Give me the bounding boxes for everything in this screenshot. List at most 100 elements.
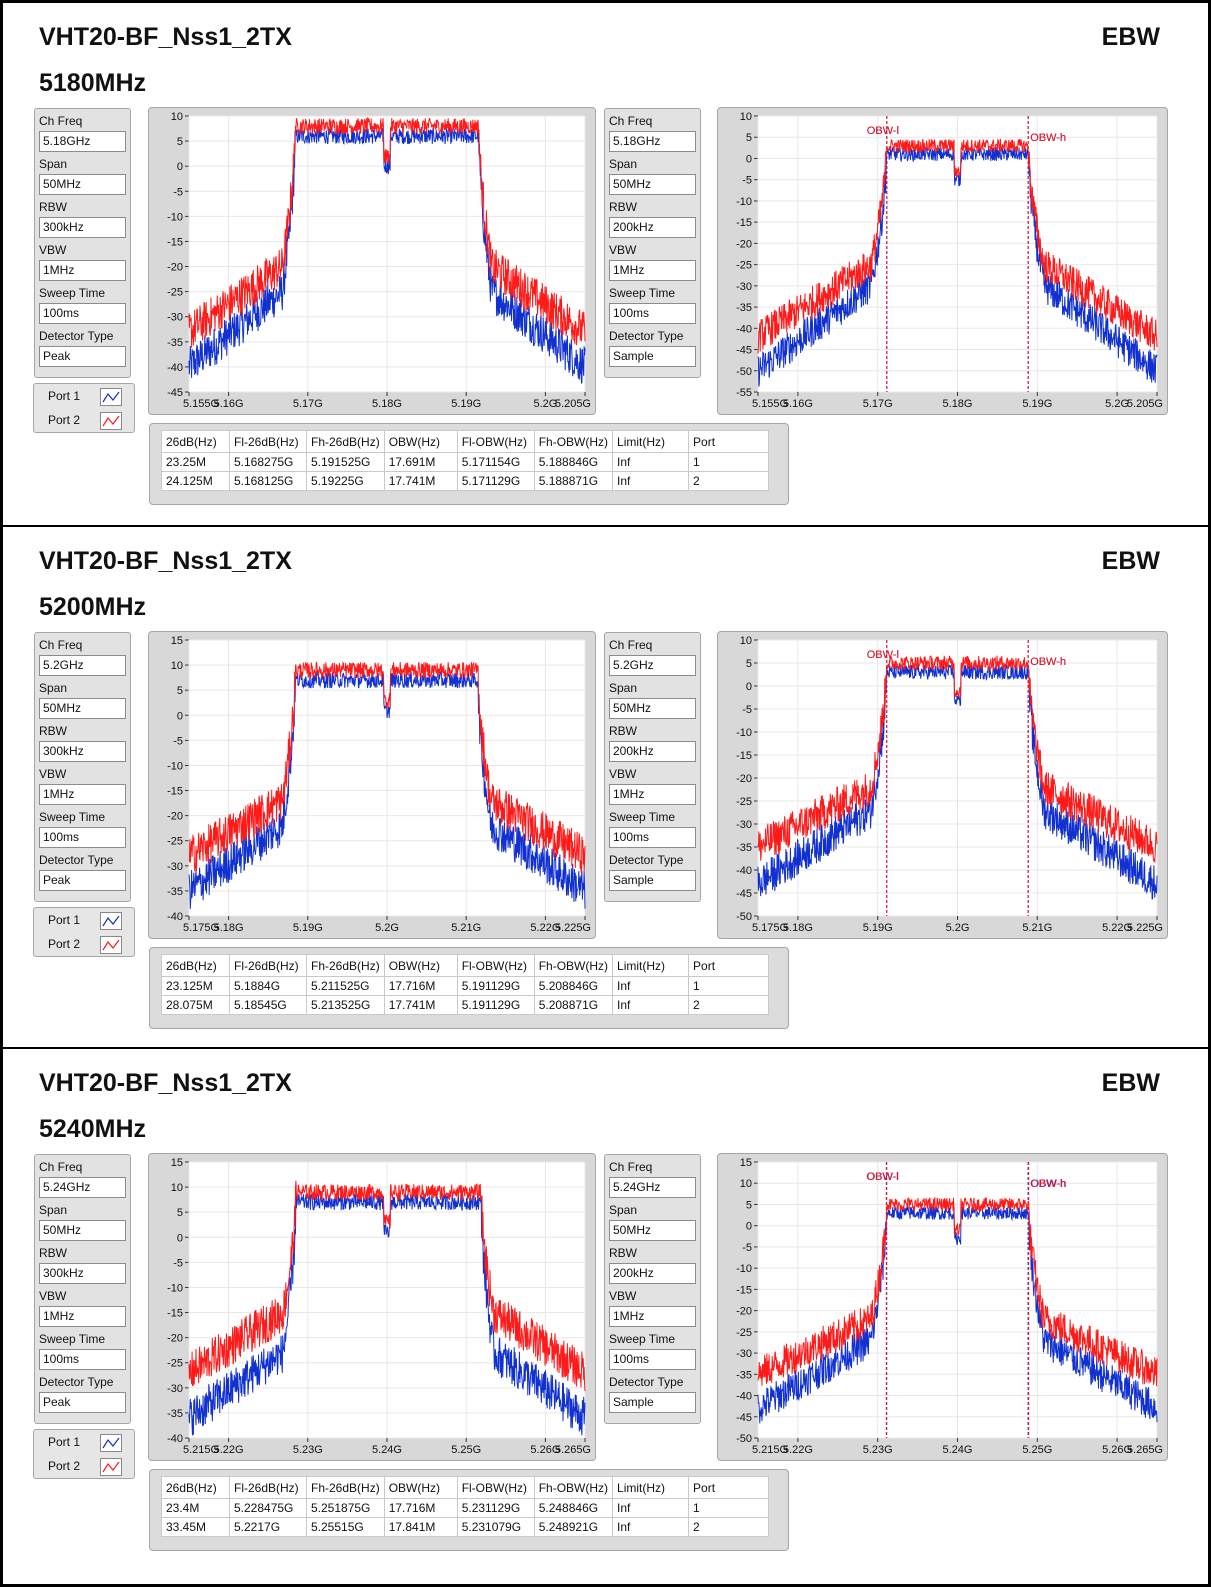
table-cell: 5.171129G [456, 471, 535, 491]
y-tick-label: 15 [171, 635, 183, 647]
rbw-field[interactable]: 200kHz [609, 217, 696, 238]
x-tick-label: 5.19G [863, 922, 893, 934]
span-field[interactable]: 50MHz [609, 1220, 696, 1241]
column-header: Fl-26dB(Hz) [229, 954, 307, 977]
y-tick-label: -25 [736, 1327, 752, 1339]
rbw-field[interactable]: 300kHz [39, 217, 126, 238]
span-field[interactable]: 50MHz [39, 1220, 126, 1241]
legend-item-port-1[interactable]: Port 1 [34, 386, 134, 408]
y-tick-label: 0 [746, 681, 752, 693]
detector-type-field[interactable]: Peak [39, 870, 126, 891]
column-header: Port [688, 954, 770, 977]
x-tick-label: 5.155G [752, 398, 788, 410]
detector-type-label: Detector Type [609, 329, 684, 343]
sweep-time-field[interactable]: 100ms [609, 827, 696, 848]
legend-item-port-2[interactable]: Port 2 [34, 410, 134, 432]
y-tick-label: -45 [736, 888, 752, 900]
obw-settings-panel: Ch Freq 5.24GHz Span 50MHz RBW 200kHz VBW 1MHz S… [604, 1154, 701, 1424]
port-1-trace [188, 670, 586, 909]
vbw-field[interactable]: 1MHz [609, 784, 696, 805]
red-line-icon [100, 936, 122, 954]
ch-freq-field[interactable]: 5.18GHz [609, 131, 696, 152]
detector-type-label: Detector Type [39, 1375, 114, 1389]
vbw-field[interactable]: 1MHz [609, 260, 696, 281]
sweep-time-field[interactable]: 100ms [39, 827, 126, 848]
rbw-field[interactable]: 200kHz [609, 741, 696, 762]
obw-marker-label: OBW-l [867, 649, 899, 661]
port-1-trace [188, 1192, 586, 1436]
ch-freq-field[interactable]: 5.18GHz [39, 131, 126, 152]
sweep-time-field[interactable]: 100ms [39, 1349, 126, 1370]
span-field[interactable]: 50MHz [39, 174, 126, 195]
sweep-time-field[interactable]: 100ms [609, 303, 696, 324]
detector-type-field[interactable]: Peak [39, 1392, 126, 1413]
column-header: Port [688, 430, 770, 453]
sweep-time-field[interactable]: 100ms [609, 1349, 696, 1370]
column-header: OBW(Hz) [383, 954, 458, 977]
y-tick-label: -5 [742, 704, 752, 716]
y-tick-label: -20 [736, 238, 752, 250]
rbw-label: RBW [39, 1246, 67, 1260]
obw-settings-panel: Ch Freq 5.2GHz Span 50MHz RBW 200kHz VBW 1MHz Sw… [604, 632, 701, 902]
y-tick-label: -15 [736, 217, 752, 229]
rbw-field[interactable]: 300kHz [39, 741, 126, 762]
obw-spectrum-chart: 15 10 5 0 -5 -10 -15 -20 -25 -30 -35 -40 -45 -50 5.215… [717, 1153, 1168, 1461]
y-tick-label: -40 [736, 323, 752, 335]
y-tick-label: 0 [746, 1221, 752, 1233]
rbw-field[interactable]: 300kHz [39, 1263, 126, 1284]
ch-freq-field[interactable]: 5.24GHz [609, 1177, 696, 1198]
x-tick-label: 5.18G [372, 398, 402, 410]
ch-freq-field[interactable]: 5.2GHz [609, 655, 696, 676]
y-tick-label: -5 [173, 186, 183, 198]
legend-item-port-1[interactable]: Port 1 [34, 910, 134, 932]
table-cell: 23.4M [161, 1498, 230, 1518]
vbw-field[interactable]: 1MHz [39, 1306, 126, 1327]
table-cell: 5.248846G [533, 1498, 614, 1518]
table-header-row: 26dB(Hz) Fl-26dB(Hz) Fh-26dB(Hz) OBW(Hz) Fl-… [161, 1476, 770, 1499]
vbw-field[interactable]: 1MHz [39, 260, 126, 281]
ch-freq-field[interactable]: 5.24GHz [39, 1177, 126, 1198]
x-tick-label: 5.18G [783, 922, 813, 934]
column-header: Limit(Hz) [612, 430, 690, 453]
ch-freq-field[interactable]: 5.2GHz [39, 655, 126, 676]
rbw-label: RBW [39, 724, 67, 738]
port-2-trace [757, 138, 1158, 354]
table-cell: 23.25M [161, 452, 230, 472]
detector-type-field[interactable]: Sample [609, 870, 696, 891]
table-cell: 5.208846G [533, 976, 614, 996]
detector-type-field[interactable]: Sample [609, 346, 696, 367]
legend-item-port-2[interactable]: Port 2 [34, 934, 134, 956]
ch-freq-label: Ch Freq [609, 1160, 653, 1174]
x-tick-label: 5.22G [530, 922, 560, 934]
legend-item-port-1[interactable]: Port 1 [34, 1432, 134, 1454]
spectrum-plot: 15 10 5 0 -5 -10 -15 -20 -25 -30 -35 -40 -45 -505.215… [736, 1157, 1163, 1456]
span-field[interactable]: 50MHz [609, 174, 696, 195]
port-legend: Port 1 Port 2 [33, 383, 135, 433]
detector-type-field[interactable]: Peak [39, 346, 126, 367]
x-tick-label: 5.22G [1102, 922, 1132, 934]
legend-item-port-2[interactable]: Port 2 [34, 1456, 134, 1478]
y-tick-label: -30 [167, 861, 183, 873]
y-tick-label: 10 [740, 111, 752, 123]
rbw-field[interactable]: 200kHz [609, 1263, 696, 1284]
sweep-time-field[interactable]: 100ms [39, 303, 126, 324]
span-field[interactable]: 50MHz [609, 698, 696, 719]
detector-type-field[interactable]: Sample [609, 1392, 696, 1413]
detector-type-label: Detector Type [39, 329, 114, 343]
table-header-row: 26dB(Hz) Fl-26dB(Hz) Fh-26dB(Hz) OBW(Hz) Fl-… [161, 430, 770, 453]
results-table-panel: 26dB(Hz) Fl-26dB(Hz) Fh-26dB(Hz) OBW(Hz) Fl-… [149, 947, 789, 1029]
y-tick-label: -45 [736, 1412, 752, 1424]
y-tick-label: -10 [736, 196, 752, 208]
table-cell: 33.45M [161, 1517, 230, 1537]
x-tick-label: 5.25G [451, 1444, 481, 1456]
x-tick-label: 5.21G [451, 922, 481, 934]
obw-marker-label: OBW-l [866, 1171, 898, 1183]
ch-freq-label: Ch Freq [39, 114, 83, 128]
y-tick-label: -45 [167, 387, 183, 399]
vbw-field[interactable]: 1MHz [39, 784, 126, 805]
span-field[interactable]: 50MHz [39, 698, 126, 719]
rbw-label: RBW [609, 1246, 637, 1260]
x-tick-label: 5.16G [214, 398, 244, 410]
x-tick-label: 5.205G [555, 398, 591, 410]
vbw-field[interactable]: 1MHz [609, 1306, 696, 1327]
